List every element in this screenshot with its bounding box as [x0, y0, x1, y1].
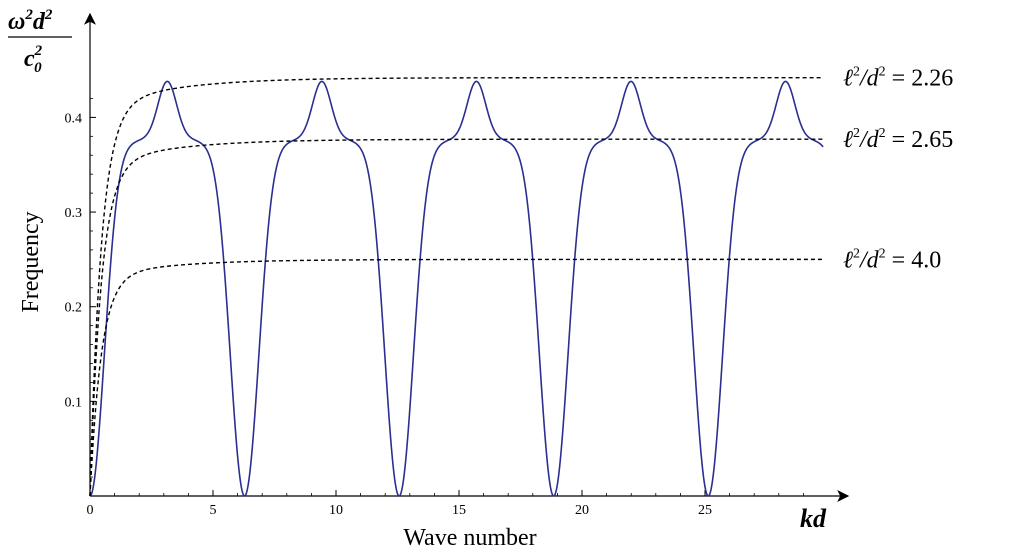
annotation-part: ℓ [843, 127, 853, 153]
annotation-part: 2 [879, 126, 886, 141]
y-tick-label: 0.3 [65, 206, 83, 221]
asymptote-curve-3 [89, 258, 824, 497]
annotation-part: = 4.0 [886, 247, 942, 273]
annotation-1: ℓ2/d2 = 2.26 [843, 65, 953, 92]
x-tick-label: 0 [87, 503, 94, 518]
y-unit-c-sup: 2 [34, 43, 43, 59]
annotation-part: = 2.65 [886, 127, 954, 153]
asymptote-curve-1 [89, 76, 824, 497]
y-unit-omega-sup: 2 [24, 7, 33, 23]
x-tick-label: 5 [210, 503, 217, 518]
asymptote-curve-2 [89, 138, 824, 497]
axes [84, 12, 850, 502]
x-unit-label: kd [800, 504, 827, 533]
svg-text:c20: c2 0 [24, 43, 43, 76]
y-unit-c-sub: 0 [34, 60, 42, 76]
series-layer [89, 76, 824, 497]
y-axis-title: Frequency [18, 211, 44, 312]
annotation-part: 2 [879, 65, 886, 80]
x-tick-label: 15 [452, 503, 466, 518]
annotation-part: 2 [853, 126, 860, 141]
x-tick-label: 20 [575, 503, 589, 518]
annotation-part: 2 [853, 65, 860, 80]
y-unit-c: c [24, 46, 35, 72]
annotation-2: ℓ2/d2 = 2.65 [843, 126, 953, 153]
y-unit-d: d [33, 9, 46, 35]
y-tick-label: 0.1 [65, 395, 83, 410]
x-tick-label: 10 [329, 503, 343, 518]
y-unit-omega: ω [8, 9, 25, 35]
y-ticks: 0.1 0.2 0.3 0.4 [65, 98, 96, 478]
annotation-part: 2 [879, 246, 886, 261]
annotation-part: ℓ [843, 247, 853, 273]
svg-text:ω2d2: ω2d2 [8, 7, 53, 35]
y-unit-d-sup: 2 [44, 7, 53, 23]
annotation-part: 2 [853, 246, 860, 261]
annotation-3: ℓ2/d2 = 4.0 [843, 246, 941, 273]
y-unit-label: ω2d2 c2 0 [8, 7, 72, 76]
annotation-part: /d [858, 247, 880, 273]
annotation-part: /d [858, 66, 880, 92]
annotation-part: = 2.26 [886, 66, 954, 92]
annotation-part: ℓ [843, 66, 853, 92]
x-tick-label: 25 [698, 503, 712, 518]
x-ticks: 0 5 10 15 20 25 [87, 490, 804, 518]
dispersion-curve [89, 80, 824, 497]
y-tick-label: 0.2 [65, 301, 83, 316]
annotation-part: /d [858, 127, 880, 153]
y-tick-label: 0.4 [65, 111, 83, 126]
x-axis-title: Wave number [403, 525, 536, 551]
